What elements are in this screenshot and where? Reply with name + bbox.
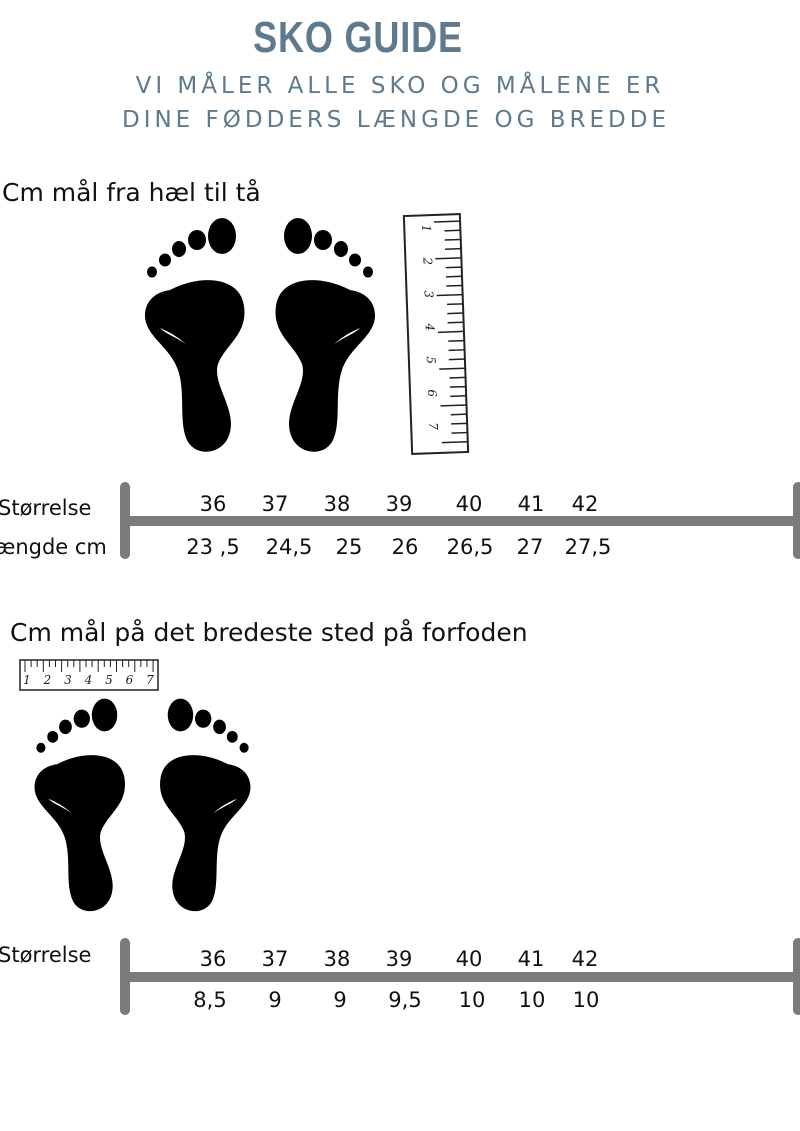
measure-value: 10 xyxy=(459,988,486,1012)
size-value: 41 xyxy=(518,492,545,516)
measure-value: 8,5 xyxy=(193,988,226,1012)
ruler-tick xyxy=(450,413,467,416)
ruler-number: 2 xyxy=(420,256,434,265)
row-label: Størrelse xyxy=(0,943,91,967)
size-value: 40 xyxy=(456,492,483,516)
foot-icon xyxy=(34,698,125,912)
measure-value: 24,5 xyxy=(266,535,313,559)
ruler: 1 2 3 4 5 6 7 xyxy=(402,213,470,455)
size-value: 39 xyxy=(386,947,413,971)
ruler-tick xyxy=(449,385,466,388)
foot-icon xyxy=(160,698,251,912)
ruler-tick xyxy=(446,303,463,306)
measure-value: 26 xyxy=(392,535,419,559)
ruler-number: 6 xyxy=(425,389,439,397)
ruler-tick xyxy=(437,330,464,334)
size-value: 36 xyxy=(200,947,227,971)
measure-value: 25 xyxy=(336,535,363,559)
ruler-number: 3 xyxy=(421,290,435,298)
ruler-number: 1 xyxy=(23,673,31,687)
size-value: 42 xyxy=(572,492,599,516)
ruler-tick xyxy=(435,257,462,260)
size-value: 39 xyxy=(386,492,413,516)
ruler-tick xyxy=(451,431,468,434)
size-value: 40 xyxy=(456,947,483,971)
ruler-tick xyxy=(450,395,467,398)
size-value: 38 xyxy=(324,947,351,971)
title: SKO GUIDE xyxy=(253,13,463,62)
ruler-tick xyxy=(447,321,464,324)
ruler-tick xyxy=(448,349,465,352)
size-value: 38 xyxy=(324,492,351,516)
ruler-tick xyxy=(440,404,467,407)
ruler-tick xyxy=(445,247,462,250)
ruler-tick xyxy=(444,238,461,241)
measure-value: 9 xyxy=(333,988,346,1012)
ruler-tick xyxy=(436,293,463,297)
ruler-number: 1 xyxy=(419,224,433,232)
foot-icon xyxy=(144,218,245,452)
row-label: Størrelse xyxy=(0,496,91,520)
ruler-number: 4 xyxy=(423,322,437,331)
measure-value: 10 xyxy=(573,988,600,1012)
section-heading: Cm mål på det bredeste sted på forfoden xyxy=(10,618,528,647)
subtitle: DINE FØDDERS LÆNGDE OG BREDDE xyxy=(122,107,670,133)
measure-value: 10 xyxy=(519,988,546,1012)
measure-value: 9 xyxy=(268,988,281,1012)
ruler-tick xyxy=(448,339,465,342)
size-value: 36 xyxy=(200,492,227,516)
size-value: 41 xyxy=(518,947,545,971)
size-value: 37 xyxy=(262,947,289,971)
ruler-tick xyxy=(446,284,463,287)
ruler-number: 4 xyxy=(84,673,93,687)
size-value: 37 xyxy=(262,492,289,516)
ruler-number: 5 xyxy=(105,673,113,687)
ruler-tick xyxy=(434,220,461,223)
ruler-tick xyxy=(439,367,466,370)
section-heading: Cm mål fra hæl til tå xyxy=(2,178,261,207)
ruler-tick xyxy=(451,422,468,425)
ruler-number: 6 xyxy=(126,673,134,687)
ruler-number: 3 xyxy=(64,673,72,687)
ruler-tick xyxy=(444,229,461,232)
ruler-tick xyxy=(447,312,464,315)
measure-value: 27 xyxy=(517,535,544,559)
ruler-number: 7 xyxy=(426,422,440,430)
ruler-number: 2 xyxy=(43,673,52,687)
measure-value: 9,5 xyxy=(388,988,421,1012)
ruler-number: 7 xyxy=(146,673,154,687)
foot-icon xyxy=(275,218,376,452)
ruler-tick xyxy=(448,358,465,361)
measure-value: 27,5 xyxy=(565,535,612,559)
ruler-number: 5 xyxy=(424,356,438,364)
ruler-tick xyxy=(445,275,463,278)
subtitle: VI MÅLER ALLE SKO OG MÅLENE ER xyxy=(136,71,665,99)
row-label: Længde cm xyxy=(0,535,107,559)
ruler-tick xyxy=(441,441,468,444)
measure-value: 26,5 xyxy=(447,535,494,559)
ruler-tick xyxy=(445,266,462,269)
ruler-tick xyxy=(449,376,466,379)
measure-value: 23 ,5 xyxy=(186,535,239,559)
size-value: 42 xyxy=(572,947,599,971)
